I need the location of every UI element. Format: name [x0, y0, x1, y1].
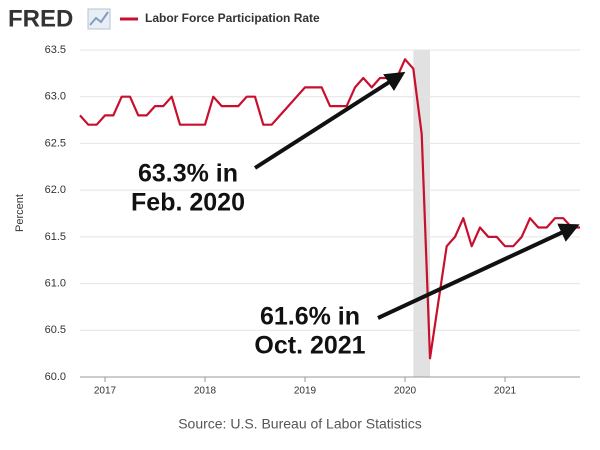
- annotation-text: Oct. 2021: [254, 332, 365, 360]
- x-tick-label: 2019: [294, 386, 317, 397]
- y-tick-label: 61.5: [45, 231, 66, 243]
- y-tick-label: 60.5: [45, 324, 66, 336]
- annotation-arrow: [253, 71, 406, 170]
- series-line: [79, 58, 580, 360]
- x-tick-label: 2018: [194, 386, 217, 397]
- y-tick-label: 63.5: [45, 44, 66, 56]
- recession-band: [413, 50, 430, 377]
- annotation-text: 63.3% in: [138, 160, 238, 188]
- legend-label: Labor Force Participation Rate: [145, 11, 320, 25]
- annotation-arrow: [377, 223, 580, 320]
- y-tick-label: 62.0: [45, 184, 66, 196]
- y-axis-label: Percent: [14, 194, 26, 232]
- y-tick-label: 62.5: [45, 137, 66, 149]
- brand-icon: [87, 8, 111, 30]
- annotation-text: 61.6% in: [260, 303, 360, 331]
- y-tick-label: 61.0: [45, 277, 66, 289]
- x-tick-label: 2021: [494, 386, 517, 397]
- y-tick-label: 60.0: [45, 371, 66, 383]
- source: Source: U.S. Bureau of Labor Statistics: [178, 416, 422, 432]
- annotation-text: Feb. 2020: [131, 189, 245, 217]
- brand: FRED: [8, 5, 73, 32]
- x-tick-label: 2020: [394, 386, 417, 397]
- y-tick-label: 63.0: [45, 91, 66, 103]
- x-tick-label: 2017: [94, 386, 117, 397]
